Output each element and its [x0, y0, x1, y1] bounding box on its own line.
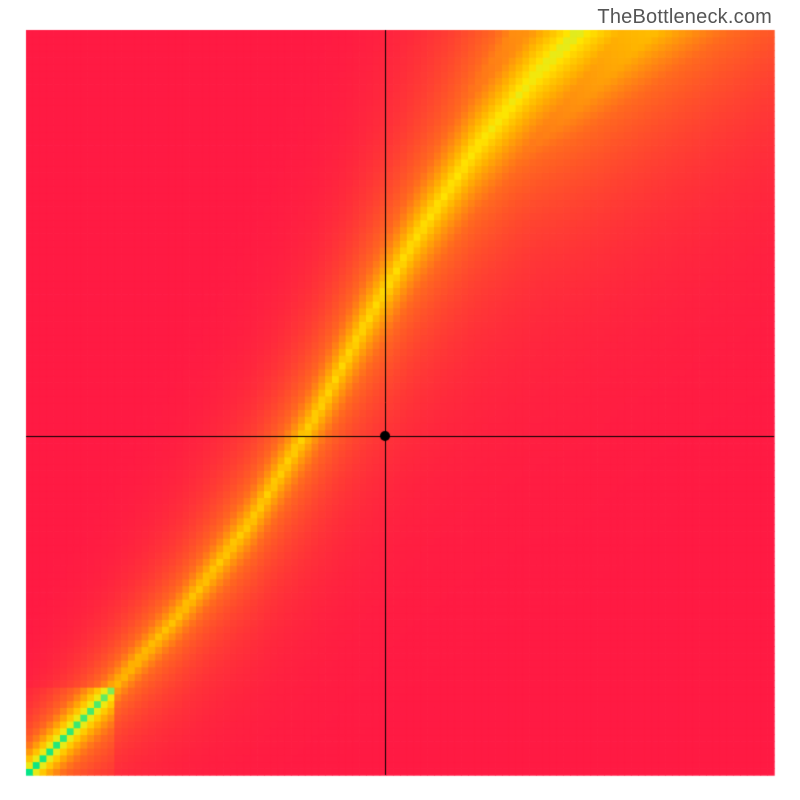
bottleneck-heatmap: [0, 0, 800, 800]
